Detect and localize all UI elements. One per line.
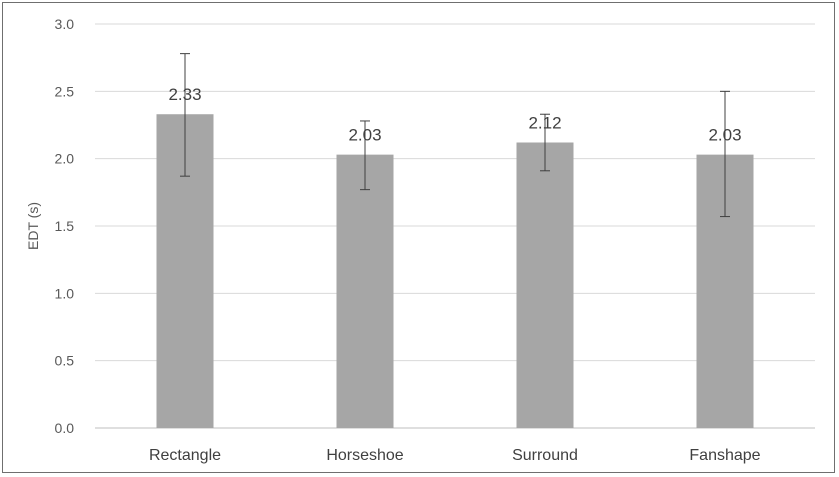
x-axis-categories: Rectangle Horseshoe Surround Fanshape [149,447,761,464]
bars [156,114,754,429]
data-labels: 2.33 2.03 2.12 2.03 [168,85,741,144]
data-label: 2.03 [708,126,741,145]
y-tick-label: 2.5 [55,83,75,99]
y-axis-ticks: 0.0 0.5 1.0 1.5 2.0 2.5 3.0 [55,16,75,436]
bar [336,154,394,429]
y-tick-label: 0.0 [55,420,75,436]
y-tick-label: 1.5 [55,218,75,234]
y-tick-label: 2.0 [55,151,75,167]
y-axis-title: EDT (s) [25,202,41,250]
y-tick-label: 0.5 [55,353,75,369]
bar [516,142,574,429]
y-tick-label: 1.0 [55,285,75,301]
x-category-label: Fanshape [689,447,760,464]
data-label: 2.33 [168,85,201,104]
data-label: 2.12 [528,114,561,133]
error-bars [180,53,730,218]
x-category-label: Horseshoe [326,447,403,464]
data-label: 2.03 [348,126,381,145]
gridlines [95,23,815,429]
y-tick-label: 3.0 [55,16,75,32]
x-category-label: Rectangle [149,447,221,464]
x-category-label: Surround [512,447,578,464]
